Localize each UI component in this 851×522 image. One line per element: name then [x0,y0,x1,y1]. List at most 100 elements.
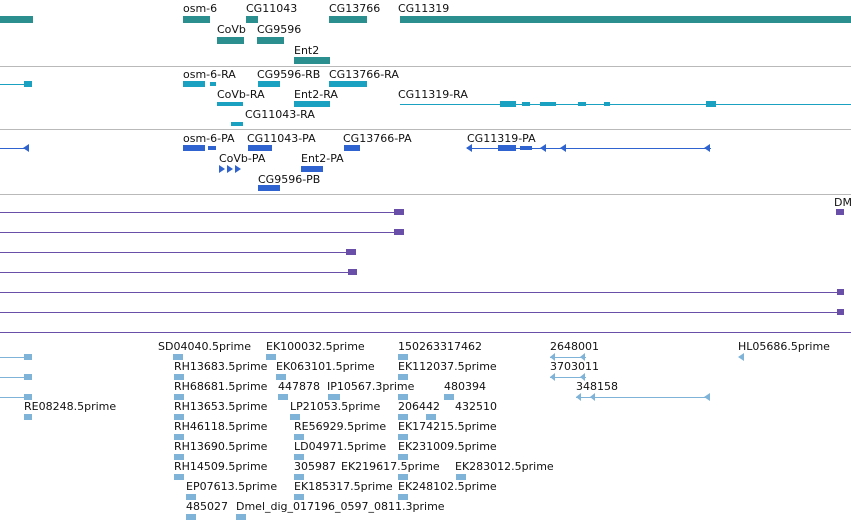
exon-block[interactable] [578,102,586,106]
exon-block[interactable] [294,101,330,107]
est-block[interactable] [398,474,408,480]
alignment-block[interactable] [346,249,356,255]
est-label: RH13683.5prime [174,360,268,373]
protein-line[interactable] [0,148,28,149]
exon-block[interactable] [604,102,610,106]
track-separator [0,129,851,130]
est-block[interactable] [444,394,454,400]
alignment-line[interactable] [0,212,400,213]
exon-block[interactable] [231,122,243,126]
protein-block[interactable] [520,146,532,150]
strand-arrow-icon [576,393,581,401]
transcript-line[interactable] [0,84,30,85]
est-block[interactable] [398,394,408,400]
gene-feature-cg9596[interactable] [257,37,284,44]
strand-arrow-icon [590,393,595,401]
exon-block[interactable] [24,81,32,87]
protein-block[interactable] [183,145,205,151]
gene-feature-cg11043[interactable] [246,16,258,23]
est-block[interactable] [328,394,340,400]
exon-block[interactable] [183,81,205,87]
est-block[interactable] [266,354,276,360]
protein-line-cg11319-pa[interactable] [467,148,711,149]
exon-block[interactable] [522,102,530,106]
gene-feature[interactable] [0,16,33,23]
strand-arrow-icon [550,353,555,361]
alignment-block[interactable] [394,209,404,215]
est-line[interactable] [550,357,586,358]
est-block[interactable] [398,494,408,500]
est-line[interactable] [550,377,586,378]
rna-label-ent2-ra: Ent2-RA [294,88,338,101]
est-block[interactable] [294,454,304,460]
est-block[interactable] [24,414,32,420]
est-block[interactable] [278,394,288,400]
exon-block[interactable] [706,101,716,107]
gene-feature-ent2[interactable] [294,57,330,64]
alignment-line[interactable] [0,272,352,273]
est-block[interactable] [174,434,184,440]
gene-feature-covb[interactable] [217,37,244,44]
gene-feature-cg13766[interactable] [329,16,367,23]
protein-block[interactable] [258,185,280,191]
est-line[interactable] [576,397,710,398]
exon-block[interactable] [329,81,367,87]
alignment-block[interactable] [394,229,404,235]
est-block[interactable] [398,414,408,420]
est-block[interactable] [174,454,184,460]
alignment-block[interactable] [837,309,844,315]
alignment-line[interactable] [0,252,350,253]
gene-label-cg9596: CG9596 [257,23,302,36]
est-block[interactable] [290,414,300,420]
alignment-line[interactable] [0,292,842,293]
est-block[interactable] [174,374,184,380]
est-block[interactable] [186,514,196,520]
est-label: EK174215.5prime [398,420,497,433]
est-block[interactable] [24,394,32,400]
gene-feature-osm-6[interactable] [183,16,210,23]
protein-block[interactable] [498,145,516,151]
exon-block[interactable] [540,102,556,106]
est-block[interactable] [174,474,184,480]
gene-feature-cg11319[interactable] [400,16,851,23]
protein-block[interactable] [344,145,360,151]
protein-block[interactable] [301,166,323,172]
transcript-line-cg11319-ra[interactable] [400,104,851,105]
est-block[interactable] [398,434,408,440]
est-block[interactable] [174,394,184,400]
est-block[interactable] [456,474,466,480]
protein-label-cg11043-pa: CG11043-PA [247,132,316,145]
protein-block[interactable] [248,145,272,151]
est-block[interactable] [276,374,286,380]
est-block[interactable] [294,434,304,440]
est-block[interactable] [294,494,304,500]
est-block[interactable] [398,374,408,380]
protein-label-cg13766-pa: CG13766-PA [343,132,412,145]
exon-block[interactable] [217,102,243,106]
exon-block[interactable] [210,82,216,86]
alignment-block[interactable] [837,289,844,295]
exon-block[interactable] [500,101,516,107]
protein-block[interactable] [208,146,216,150]
est-block[interactable] [398,454,408,460]
alignment-line[interactable] [0,332,851,333]
est-line[interactable] [0,377,30,378]
est-block[interactable] [294,474,304,480]
est-block[interactable] [174,414,184,420]
exon-block[interactable] [258,81,280,87]
alignment-block[interactable] [836,209,844,215]
est-block[interactable] [173,354,183,360]
alignment-line[interactable] [0,312,842,313]
est-block[interactable] [398,354,408,360]
alignment-line[interactable] [0,232,400,233]
strand-arrow-icon [580,373,585,381]
est-line[interactable] [0,357,30,358]
est-line[interactable] [0,397,30,398]
alignment-block[interactable] [348,269,357,275]
est-block[interactable] [236,514,246,520]
est-block[interactable] [426,414,436,420]
mrna-track: osm-6-RA CG9596-RB CG13766-RA CoVb-RA En… [0,67,851,129]
est-block[interactable] [24,374,32,380]
est-block[interactable] [186,494,196,500]
est-block[interactable] [24,354,32,360]
